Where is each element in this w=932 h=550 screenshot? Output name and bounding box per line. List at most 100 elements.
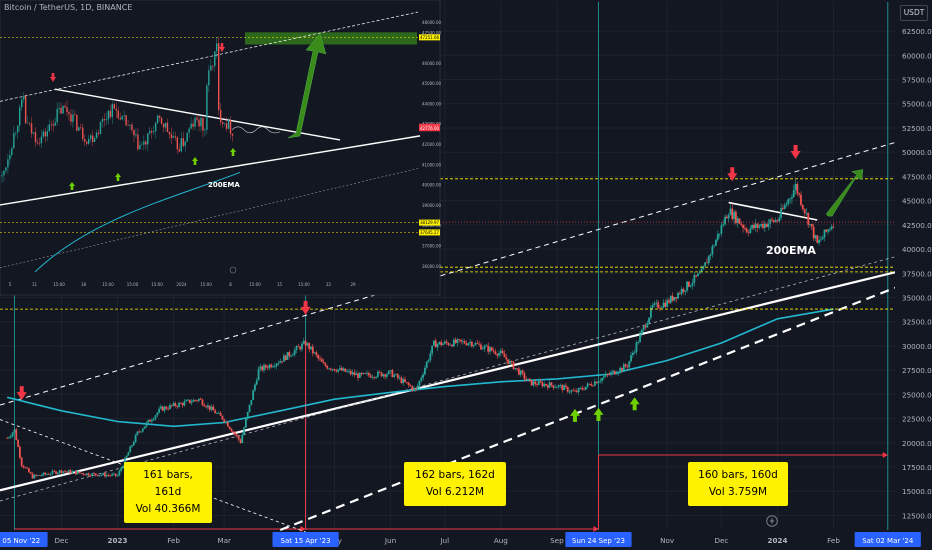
inset-candle — [204, 129, 206, 131]
candle — [791, 196, 793, 199]
inset-time-tick: 15:00 — [200, 282, 212, 287]
price-tick: 45000.00 — [902, 197, 932, 206]
candle — [324, 363, 327, 367]
currency-button[interactable]: USDT — [900, 5, 928, 21]
candle — [156, 412, 159, 416]
candle — [612, 370, 614, 373]
inset-candle — [21, 99, 23, 108]
candle — [216, 413, 218, 414]
inset-candle — [194, 117, 196, 127]
inset-time-tick: 29 — [350, 282, 356, 287]
candle — [702, 266, 705, 270]
inset-price-tick: 42000.00 — [422, 142, 442, 147]
candle — [346, 371, 349, 373]
inset-candle — [166, 122, 169, 132]
inset-red-arrow-icon — [51, 73, 55, 77]
candle — [669, 295, 672, 303]
candle — [747, 232, 750, 234]
candle — [24, 467, 27, 469]
inset-candle — [19, 107, 21, 126]
inset-candle — [3, 170, 5, 176]
candle — [17, 439, 19, 447]
candle — [577, 388, 580, 393]
time-tick: Feb — [827, 536, 840, 545]
inset-lightning-icon — [229, 266, 237, 274]
candle — [11, 432, 14, 437]
candle — [163, 406, 166, 411]
candle — [71, 471, 74, 474]
candle — [807, 213, 810, 225]
inset-ema-line — [34, 171, 241, 273]
candle — [205, 406, 208, 408]
time-tick: Mar — [217, 536, 231, 545]
range-volume: Vol 3.759M — [708, 486, 768, 498]
inset-candle — [93, 138, 96, 142]
inset-candle — [24, 96, 27, 124]
candle — [499, 350, 502, 354]
candle — [471, 341, 473, 347]
candle — [691, 282, 694, 286]
candle — [673, 297, 676, 301]
candle — [246, 411, 249, 419]
inset-candle — [113, 104, 115, 109]
candle — [219, 412, 222, 416]
candle — [646, 323, 649, 328]
candle — [42, 472, 45, 476]
candle — [230, 428, 233, 432]
candle — [660, 307, 663, 309]
inset-green-arrow-icon — [116, 177, 120, 181]
candle — [371, 377, 374, 378]
candle — [460, 339, 462, 342]
inset-candle — [202, 117, 204, 131]
candle — [485, 345, 488, 347]
candle — [263, 365, 265, 371]
inset-candle — [86, 141, 88, 144]
candle — [642, 326, 645, 330]
candle — [740, 223, 743, 226]
candle — [447, 343, 450, 346]
time-highlight — [0, 532, 48, 547]
trend-line — [279, 286, 896, 532]
inset-candle — [188, 128, 190, 133]
candle — [340, 367, 343, 371]
candle — [105, 475, 108, 477]
candle — [29, 472, 32, 474]
lightning-icon[interactable] — [766, 515, 778, 527]
candle — [257, 368, 260, 381]
inset-candle — [121, 116, 123, 120]
candle — [789, 198, 792, 200]
candle — [568, 391, 571, 393]
candle — [102, 473, 104, 475]
candle — [631, 352, 634, 356]
candle — [154, 415, 157, 419]
candle — [67, 470, 70, 472]
range-volume: Vol 40.366M — [135, 503, 201, 515]
trend-line — [0, 256, 896, 502]
inset-green-arrow-icon — [192, 157, 198, 161]
candle — [64, 471, 66, 473]
candle — [792, 190, 795, 197]
candle — [295, 346, 298, 351]
inset-candle — [13, 133, 15, 149]
inset-candle — [156, 115, 159, 123]
candle — [686, 281, 688, 291]
candle — [487, 345, 490, 352]
inset-candle — [11, 148, 13, 155]
inset-price-tick: 38000.00 — [422, 223, 442, 228]
candle — [73, 471, 76, 472]
inset-red-arrow-icon — [219, 47, 225, 52]
inset-candle — [133, 130, 135, 136]
price-tick: 17500.00 — [902, 463, 932, 472]
candle — [282, 355, 285, 362]
inset-price-label-bg — [419, 125, 440, 132]
candle — [454, 339, 457, 343]
inset-candle — [170, 134, 173, 138]
candle — [125, 455, 128, 459]
candle — [570, 390, 573, 392]
inset-candle — [115, 108, 117, 111]
candle — [234, 432, 236, 435]
candle — [80, 473, 83, 474]
candle — [617, 372, 620, 374]
candle — [299, 346, 302, 350]
candle — [546, 385, 549, 388]
